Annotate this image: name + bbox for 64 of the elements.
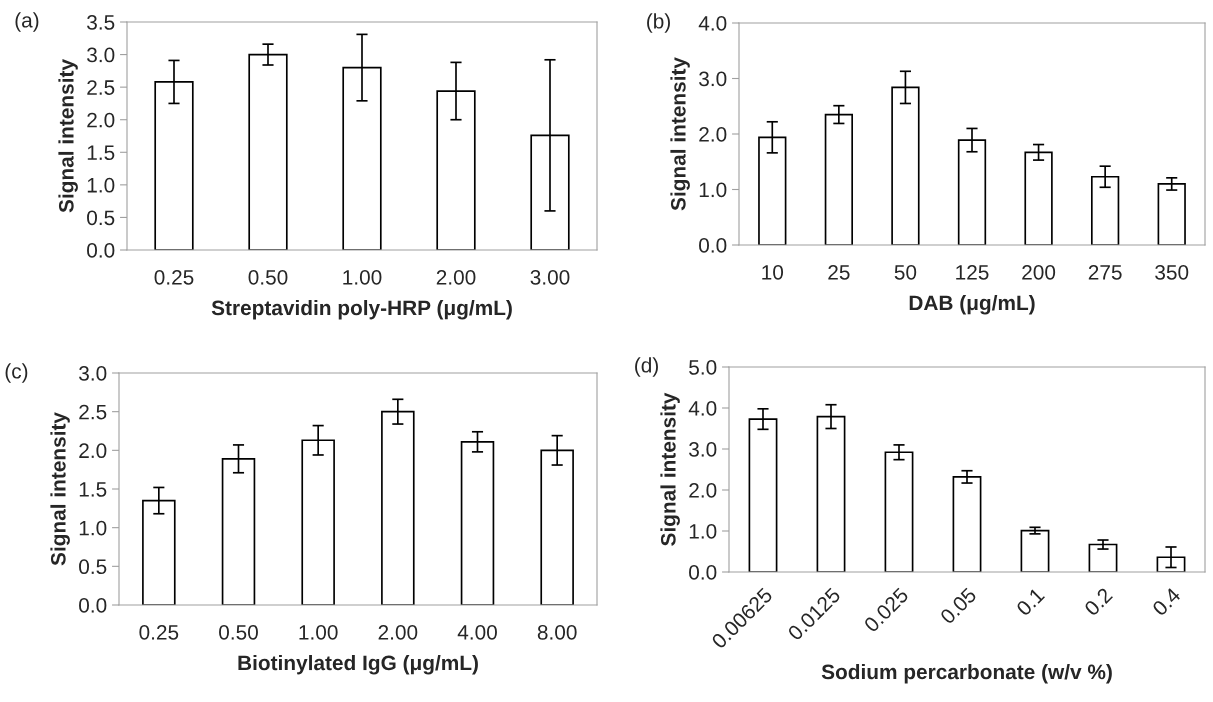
bar [1088, 543, 1118, 572]
x-tick-label: 2.00 [436, 269, 476, 285]
y-tick-label: 2.0 [79, 443, 107, 459]
x-tick-label: 0.1 [1015, 586, 1046, 617]
y-axis-title: Signal intensity [50, 412, 70, 566]
y-tick-label: 3.0 [699, 71, 727, 87]
x-tick-label: 1.00 [343, 269, 382, 285]
y-axis-title: Signal intensity [670, 57, 690, 211]
y-tick-label: 0.0 [79, 598, 107, 613]
y-tick-label: 5.0 [689, 360, 717, 375]
x-tick-label: 350 [1155, 264, 1189, 280]
y-tick-label: 1.5 [79, 482, 107, 497]
x-axis-title: Biotinylated IgG (μg/mL) [238, 654, 478, 675]
x-tick-label: 10 [762, 264, 784, 280]
y-tick-label: 0.0 [87, 243, 115, 258]
x-tick-label: 0.4 [1151, 586, 1182, 617]
y-tick-label: 3.0 [689, 442, 717, 457]
y-tick-label: 1.0 [699, 182, 727, 198]
y-tick-label: 3.0 [79, 366, 107, 381]
x-tick-label: 1.00 [299, 624, 338, 640]
x-axis-title: DAB (μg/mL) [909, 294, 1035, 315]
x-axis-title: Sodium percarbonate (w/v %) [821, 663, 1112, 684]
y-tick-label: 2.0 [699, 127, 727, 142]
bar [1157, 183, 1186, 245]
y-tick-label: 3.0 [87, 47, 115, 63]
y-tick-label: 1.0 [79, 520, 107, 536]
text: (a) [15, 12, 39, 32]
x-tick-label: 3.00 [530, 269, 570, 285]
y-tick-label: 2.5 [87, 80, 115, 95]
text: (b) [647, 13, 670, 33]
x-tick-label: 0.25 [154, 269, 194, 285]
text: (d) [635, 357, 658, 377]
x-tick-label: 50 [894, 264, 917, 280]
y-tick-label: 1.5 [87, 145, 115, 161]
x-tick-label: 0.2 [1083, 587, 1114, 617]
x-axis-title: Streptavidin poly-HRP (μg/mL) [211, 299, 512, 320]
y-axis-title: Signal intensity [58, 59, 78, 213]
y-axis-title: Signal intensity [660, 392, 680, 546]
text: (c) [5, 363, 28, 383]
bar [1020, 529, 1050, 572]
y-tick-label: 2.0 [689, 483, 717, 498]
x-tick-label: 0.25 [139, 624, 179, 640]
x-tick-label: 200 [1022, 264, 1056, 280]
y-tick-label: 0.0 [689, 565, 717, 580]
y-tick-label: 1.0 [87, 177, 115, 193]
x-tick-label: 8.00 [537, 624, 577, 640]
y-tick-label: 4.0 [688, 401, 717, 416]
y-tick-label: 1.0 [689, 524, 717, 539]
x-tick-label: 25 [828, 264, 850, 280]
x-tick-label: 275 [1088, 264, 1122, 280]
x-tick-label: 2.00 [378, 624, 418, 640]
x-tick-label: 125 [956, 264, 989, 280]
y-tick-label: 0.5 [87, 210, 115, 226]
y-tick-label: 2.0 [87, 112, 115, 128]
x-tick-label: 0.50 [219, 624, 258, 640]
y-tick-label: 4.0 [698, 16, 727, 31]
bar [952, 476, 982, 572]
x-tick-label: 4.00 [457, 624, 497, 640]
x-tick-label: 0.05 [939, 586, 978, 625]
x-tick-label: 0.50 [248, 269, 288, 285]
y-tick-label: 3.5 [87, 15, 115, 30]
y-tick-label: 0.5 [79, 559, 107, 575]
y-tick-label: 0.0 [699, 238, 727, 253]
y-tick-label: 2.5 [79, 404, 107, 420]
